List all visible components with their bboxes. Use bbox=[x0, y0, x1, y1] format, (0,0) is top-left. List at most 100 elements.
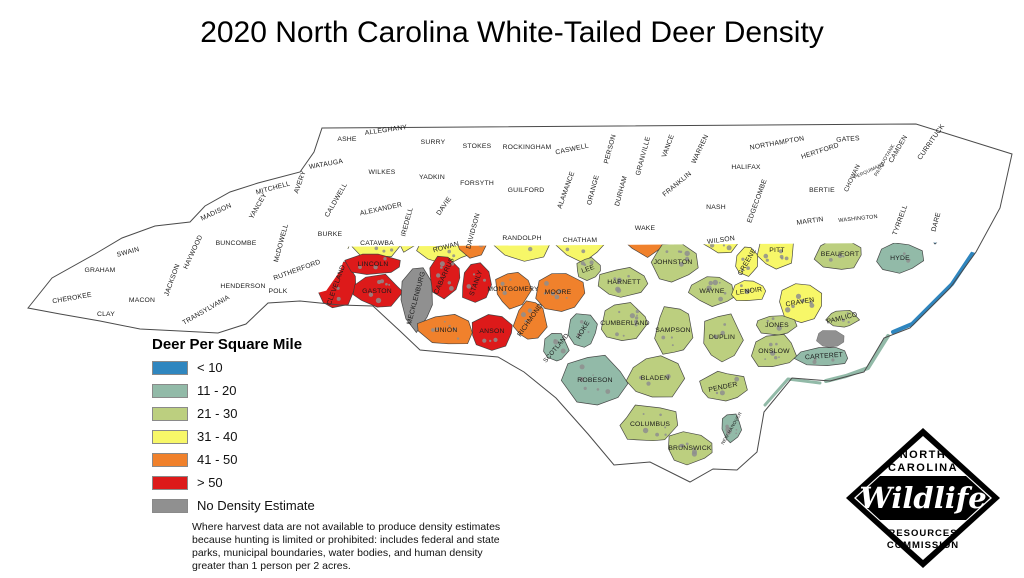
speckle bbox=[597, 191, 602, 196]
legend-item-gt50: > 50 bbox=[152, 475, 512, 490]
speckle bbox=[100, 276, 102, 278]
legend-label-r11_20: 11 - 20 bbox=[197, 383, 237, 398]
county-label-edgecombe: EDGECOMBE bbox=[746, 178, 768, 224]
speckle bbox=[444, 321, 446, 323]
speckle bbox=[680, 251, 683, 254]
speckle bbox=[723, 323, 726, 326]
speckle bbox=[643, 413, 645, 415]
county-label-durham: DURHAM bbox=[614, 175, 629, 207]
legend-swatch-r11_20 bbox=[152, 383, 188, 398]
legend-swatch-r31_40 bbox=[152, 429, 188, 444]
county-label-forsyth: FORSYTH bbox=[460, 180, 494, 187]
legend-item-r21_30: 21 - 30 bbox=[152, 406, 512, 421]
speckle bbox=[331, 224, 333, 226]
speckle bbox=[339, 155, 341, 157]
speckle bbox=[511, 180, 514, 183]
speckle bbox=[525, 320, 528, 323]
speckle bbox=[337, 297, 341, 301]
speckle bbox=[457, 337, 459, 339]
speckle bbox=[778, 356, 780, 358]
speckle bbox=[720, 390, 725, 395]
speckle bbox=[400, 165, 404, 169]
speckle bbox=[551, 292, 555, 296]
logo-text-resources: RESOURCES bbox=[888, 528, 957, 539]
speckle bbox=[590, 260, 594, 264]
speckle bbox=[848, 321, 850, 323]
logo-text-commission: COMMISSION bbox=[887, 540, 959, 551]
county-label-warren: WARREN bbox=[691, 134, 711, 165]
speckle bbox=[501, 282, 505, 286]
speckle bbox=[451, 262, 454, 265]
county-scotland bbox=[544, 334, 570, 362]
speckle bbox=[764, 254, 769, 259]
speckle bbox=[581, 261, 585, 265]
county-label-johnston: JOHNSTON bbox=[654, 259, 693, 266]
county-columbus bbox=[620, 405, 678, 441]
speckle bbox=[801, 299, 805, 303]
county-label-buncombe: BUNCOMBE bbox=[216, 240, 257, 247]
county-new-hanover bbox=[722, 414, 742, 443]
county-brunswick bbox=[668, 432, 712, 465]
county-label-harnett: HARNETT bbox=[607, 279, 641, 286]
speckle bbox=[198, 205, 201, 208]
speckle bbox=[386, 212, 389, 215]
county-robeson bbox=[561, 355, 628, 405]
speckle bbox=[796, 294, 801, 299]
county-label-chowan: CHOWAN bbox=[843, 163, 862, 193]
speckle bbox=[842, 255, 844, 257]
legend-item-lt10: < 10 bbox=[152, 360, 512, 375]
county-label-transylvania: TRANSYLVANIA bbox=[181, 294, 231, 327]
speckle bbox=[727, 245, 732, 250]
county-label-gaston: GASTON bbox=[362, 288, 392, 295]
speckle bbox=[680, 444, 684, 448]
county-union bbox=[417, 314, 472, 343]
speckle bbox=[785, 257, 789, 261]
speckle bbox=[679, 262, 684, 267]
speckle bbox=[718, 213, 722, 217]
speckle bbox=[397, 223, 402, 228]
speckle bbox=[661, 336, 665, 340]
county-label-swain: SWAIN bbox=[116, 246, 140, 259]
legend-swatch-r41_50 bbox=[152, 452, 188, 467]
speckle bbox=[440, 261, 445, 266]
speckle bbox=[448, 281, 451, 284]
county-hyde bbox=[877, 243, 924, 273]
speckle bbox=[267, 208, 270, 211]
speckle bbox=[764, 358, 766, 360]
speckle bbox=[176, 288, 178, 290]
speckle bbox=[544, 292, 547, 295]
speckle bbox=[763, 194, 767, 198]
speckle bbox=[130, 292, 132, 294]
speckle bbox=[453, 328, 456, 331]
county-label-gates: GATES bbox=[836, 135, 860, 144]
speckle bbox=[724, 292, 727, 295]
speckle bbox=[649, 151, 651, 153]
county-label-alexander: ALEXANDER bbox=[359, 202, 403, 218]
county-label-surry: SURRY bbox=[421, 139, 446, 146]
speckle bbox=[379, 233, 383, 237]
county-label-davie: DAVIE bbox=[436, 196, 454, 217]
county-label-burke: BURKE bbox=[318, 231, 343, 238]
speckle bbox=[381, 180, 385, 184]
speckle bbox=[328, 278, 331, 281]
county-label-robeson: ROBESON bbox=[577, 377, 612, 384]
speckle bbox=[735, 433, 737, 435]
speckle bbox=[746, 266, 750, 270]
speckle bbox=[892, 208, 897, 213]
speckle bbox=[462, 138, 465, 141]
speckle bbox=[508, 229, 513, 234]
speckle bbox=[672, 344, 674, 346]
county-label-sampson: SAMPSON bbox=[655, 327, 690, 334]
speckle bbox=[636, 310, 639, 313]
speckle bbox=[634, 320, 638, 324]
county-label-randolph: RANDOLPH bbox=[502, 235, 541, 242]
county-label-guilford: GUILFORD bbox=[508, 187, 545, 194]
speckle bbox=[509, 227, 513, 231]
map-title: 2020 North Carolina White-Tailed Deer De… bbox=[200, 16, 824, 49]
speckle bbox=[534, 153, 537, 156]
county-label-polk: POLK bbox=[269, 288, 288, 295]
speckle bbox=[466, 173, 469, 176]
county-label-yadkin: YADKIN bbox=[419, 174, 445, 181]
speckle bbox=[770, 350, 775, 355]
county-label-caldwell: CALDWELL bbox=[324, 182, 349, 219]
